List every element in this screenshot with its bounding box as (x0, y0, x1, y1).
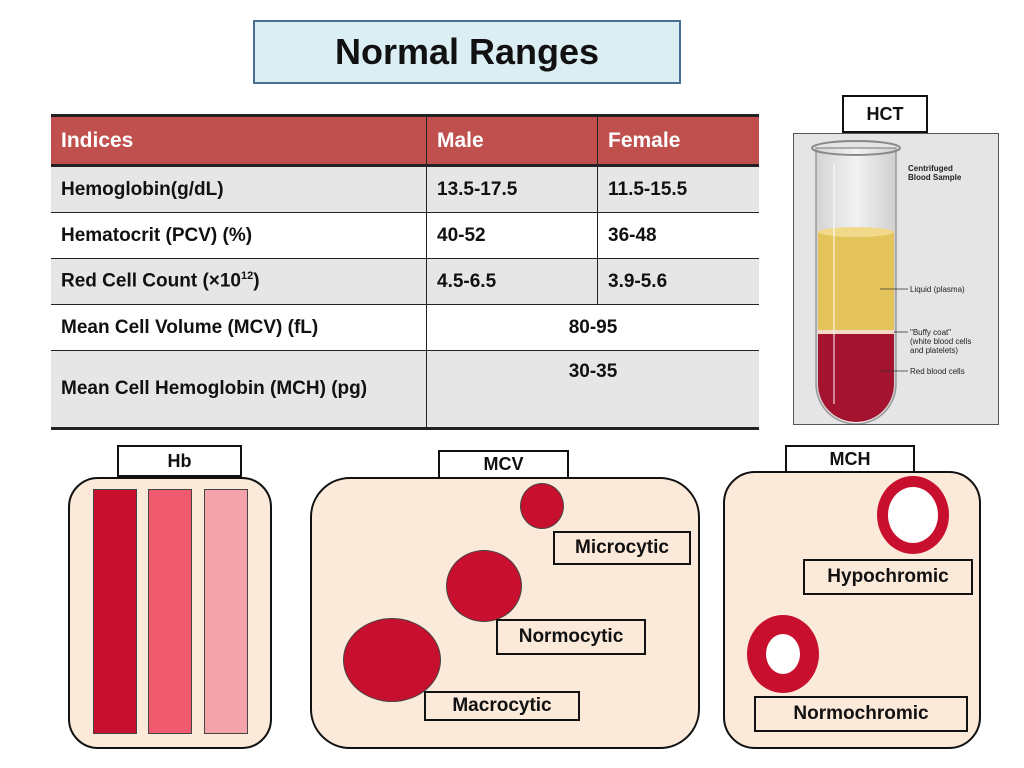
hb-panel (68, 477, 272, 749)
table-row: Hemoglobin(g/dL) 13.5-17.5 11.5-15.5 (51, 165, 759, 213)
microcytic-cell (520, 483, 564, 529)
hb-bar-high (93, 489, 137, 734)
header-female: Female (597, 114, 759, 167)
normocytic-cell (446, 550, 522, 622)
cell-female: 3.9-5.6 (597, 258, 759, 305)
normochromic-tag: Normochromic (754, 696, 968, 732)
mcv-panel: Microcytic Normocytic Macrocytic (310, 477, 700, 749)
hypochromic-cell (877, 476, 949, 554)
normochromic-cell (747, 615, 819, 693)
cell-index: Hematocrit (PCV) (%) (51, 212, 427, 259)
buffy-coat-label: "Buffy coat" (white blood cells and plat… (910, 328, 972, 355)
macrocytic-tag: Macrocytic (424, 691, 580, 721)
hct-image: Centrifuged Blood Sample Liquid (plasma)… (793, 133, 999, 425)
page-title: Normal Ranges (334, 31, 600, 72)
hb-bar-low (204, 489, 248, 734)
plasma-layer (818, 232, 894, 330)
macrocytic-cell (343, 618, 441, 702)
rbc-label: Red blood cells (910, 367, 965, 376)
normal-ranges-table: Indices Male Female Hemoglobin(g/dL) 13.… (51, 114, 759, 430)
test-tube-illustration (811, 140, 908, 425)
cell-index: Hemoglobin(g/dL) (51, 165, 427, 213)
plasma-label: Liquid (plasma) (910, 285, 965, 294)
table-header-row: Indices Male Female (51, 114, 759, 167)
mcv-label: MCV (438, 450, 569, 479)
title-box: Normal Ranges (253, 20, 681, 84)
index-text-end: ) (253, 270, 260, 292)
mch-panel: Hypochromic Normochromic (723, 471, 981, 749)
hypochromic-tag: Hypochromic (803, 559, 973, 595)
cell-index: Red Cell Count (×1012) (51, 258, 427, 305)
cell-male: 40-52 (426, 212, 598, 259)
hb-label: Hb (117, 445, 242, 477)
table-row: Hematocrit (PCV) (%) 40-52 36-48 (51, 212, 759, 259)
hb-bar-medium (148, 489, 192, 734)
cell-both: 80-95 (426, 304, 759, 351)
mch-label: MCH (785, 445, 915, 473)
index-superscript: 12 (241, 270, 254, 283)
cell-male: 13.5-17.5 (426, 165, 598, 213)
cell-female: 11.5-15.5 (597, 165, 759, 213)
header-male: Male (426, 114, 598, 167)
table-row: Mean Cell Volume (MCV) (fL) 80-95 (51, 304, 759, 351)
header-indices: Indices (51, 114, 427, 167)
hct-image-title: Centrifuged Blood Sample (908, 164, 962, 182)
table-row: Mean Cell Hemoglobin (MCH) (pg) 30-35 (51, 350, 759, 430)
microcytic-tag: Microcytic (553, 531, 691, 565)
cell-male: 4.5-6.5 (426, 258, 598, 305)
cell-female: 36-48 (597, 212, 759, 259)
rbc-layer (818, 334, 894, 422)
hct-label: HCT (842, 95, 928, 133)
index-text: Red Cell Count (×10 (61, 270, 241, 292)
cell-index: Mean Cell Hemoglobin (MCH) (pg) (51, 350, 427, 430)
buffy-coat-layer (818, 330, 894, 334)
tube-rim (811, 140, 901, 156)
cell-index: Mean Cell Volume (MCV) (fL) (51, 304, 427, 351)
cell-both: 30-35 (426, 350, 759, 430)
table-row: Red Cell Count (×1012) 4.5-6.5 3.9-5.6 (51, 258, 759, 305)
normocytic-tag: Normocytic (496, 619, 646, 655)
